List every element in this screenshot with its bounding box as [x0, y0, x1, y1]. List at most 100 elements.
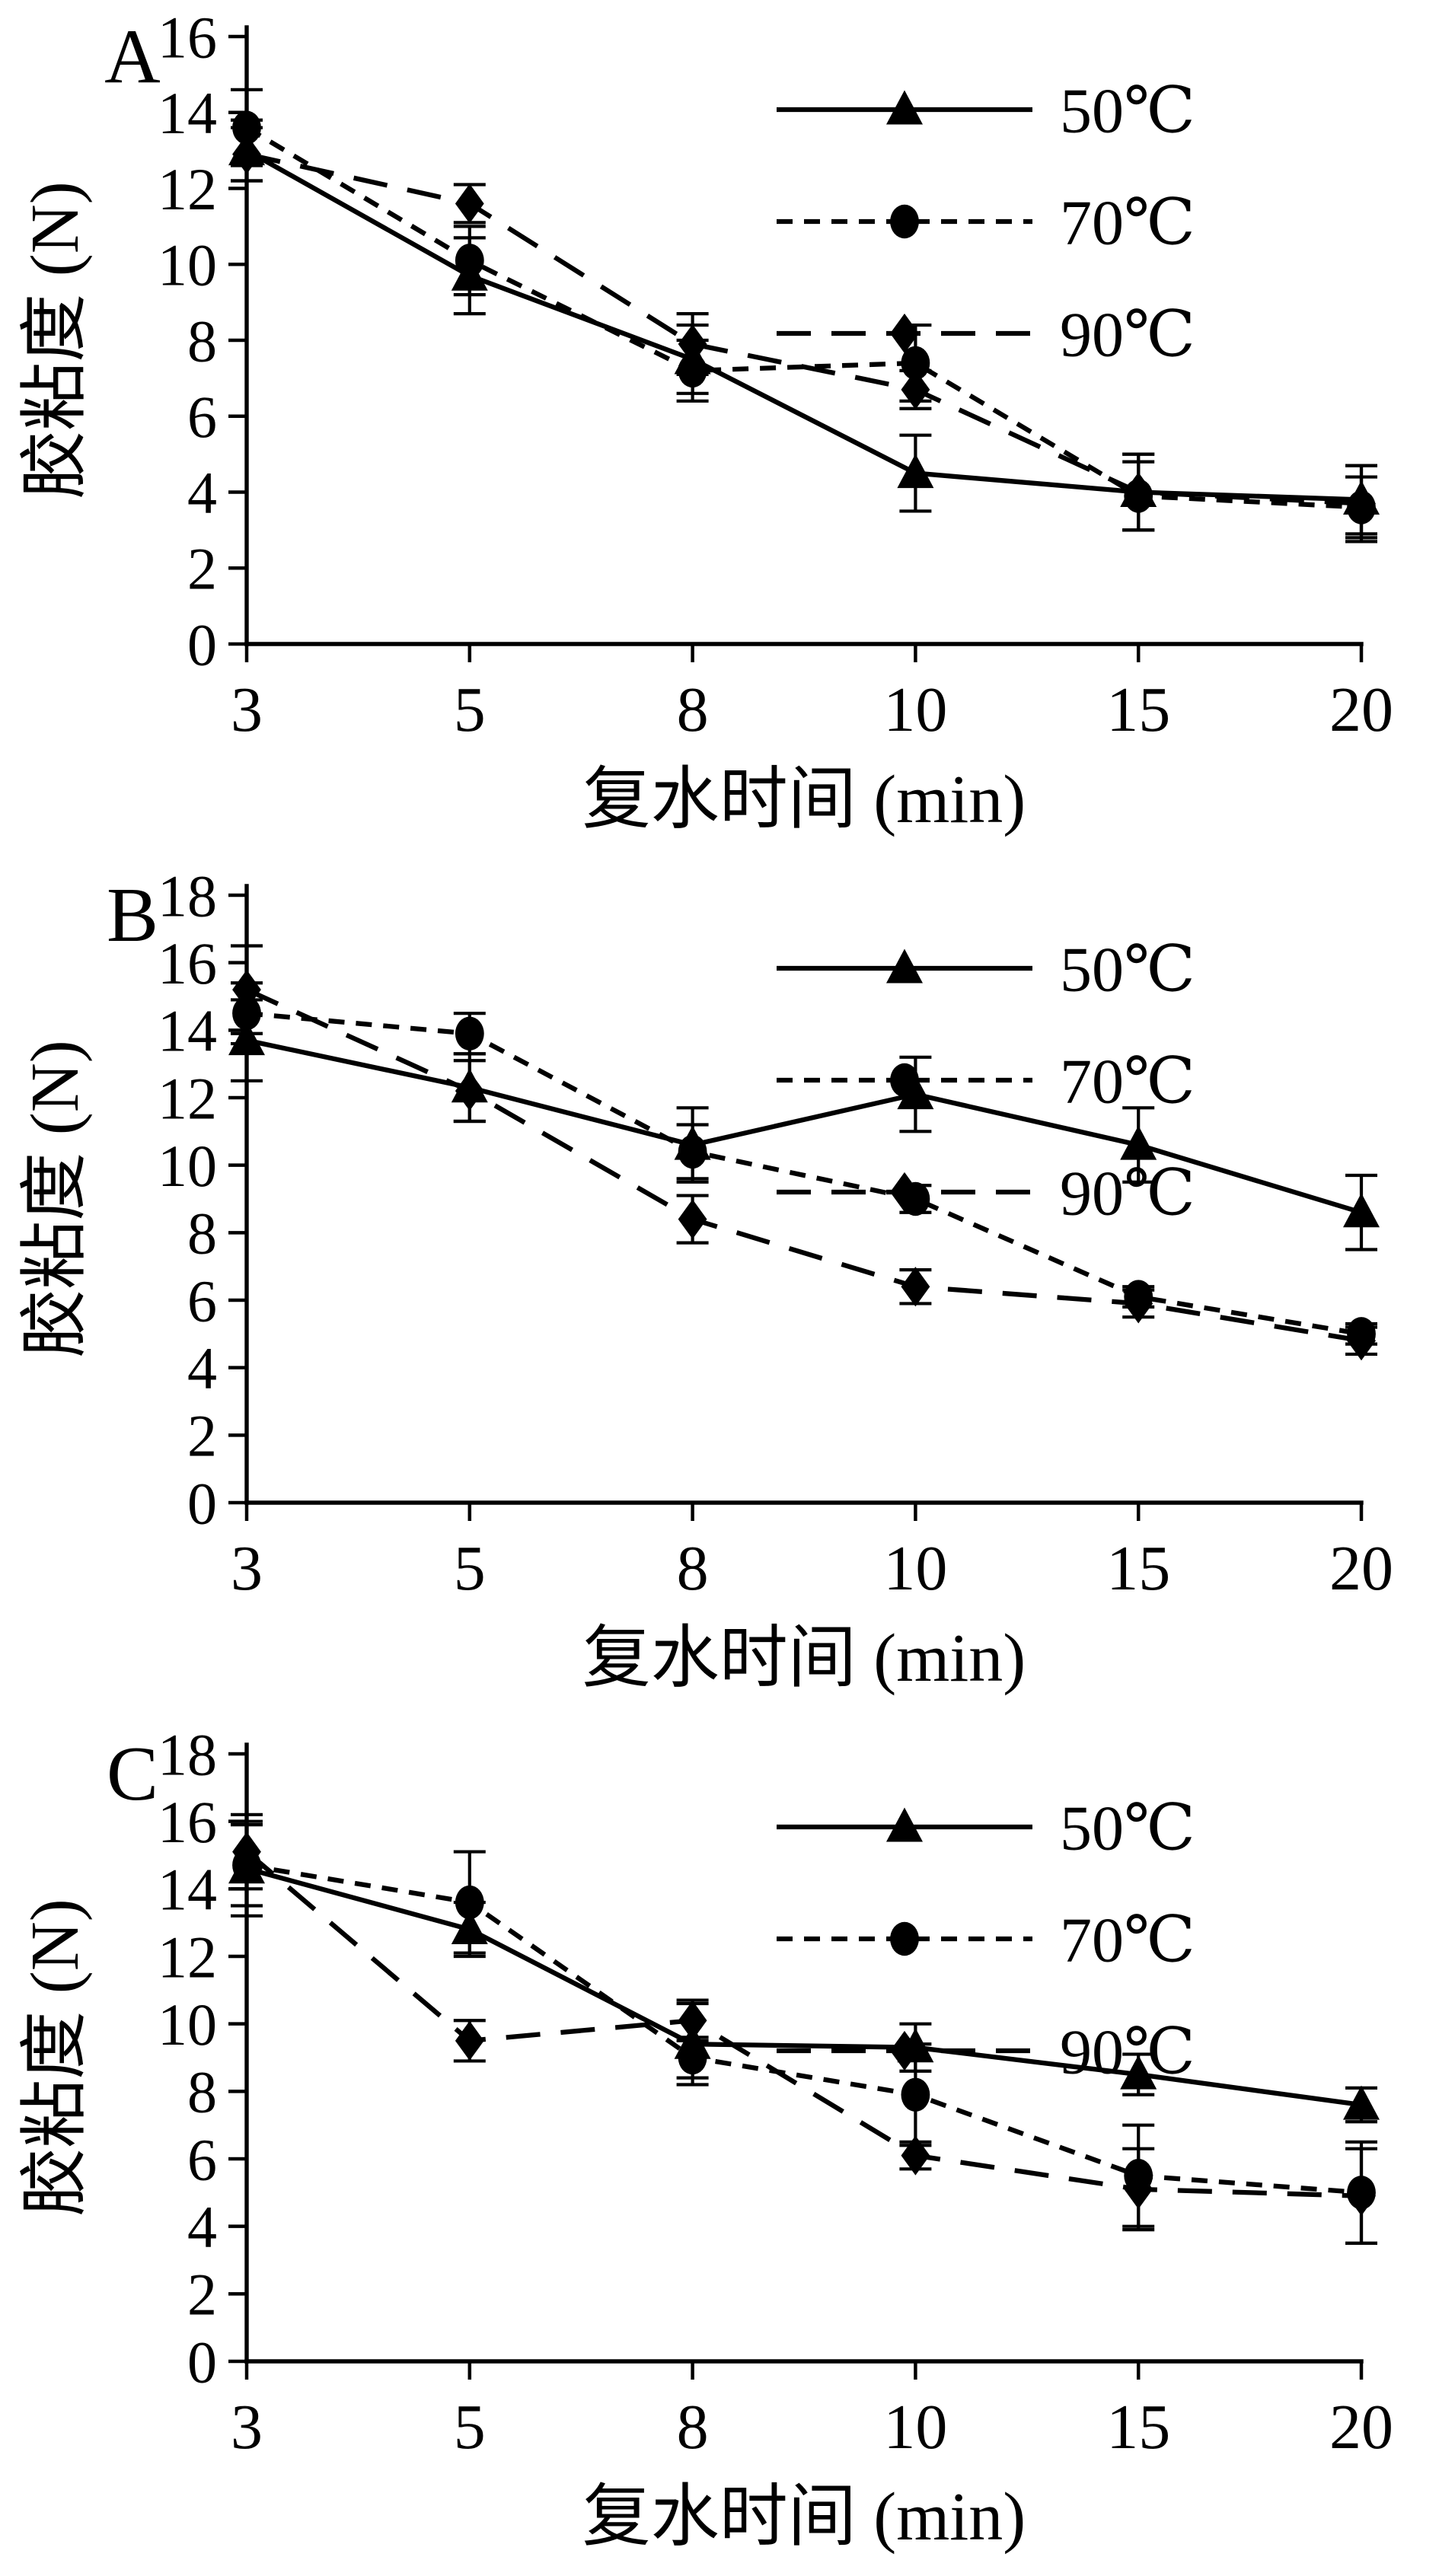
- y-tick-label: 0: [187, 2329, 217, 2395]
- x-tick-label: 3: [231, 2392, 263, 2463]
- y-tick-label: 12: [158, 156, 217, 222]
- y-axis-title: 胶粘度 (N): [18, 1899, 93, 2216]
- legend-label: 90℃: [1060, 1158, 1195, 1229]
- y-tick-label: 10: [158, 1133, 217, 1199]
- y-tick-label: 6: [187, 384, 217, 450]
- y-tick-label: 4: [187, 460, 217, 526]
- x-tick-label: 15: [1106, 2392, 1170, 2463]
- legend-label: 90℃: [1060, 2016, 1195, 2087]
- triangle-marker-50℃: [897, 1075, 934, 1110]
- line-70℃: [246, 1863, 1362, 2195]
- chart-panel-c: 0 2 4 6 8 10 12 14 16 18 3 5 8 10 15 20 复水时间 (min) 胶粘度 (N…: [0, 1717, 1439, 2576]
- diamond-marker-90℃: [1347, 2176, 1376, 2216]
- legend-triangle-marker: [886, 948, 923, 984]
- y-tick-label: 18: [158, 1721, 217, 1787]
- y-tick-label: 18: [158, 862, 217, 929]
- triangle-marker-50℃: [897, 454, 934, 489]
- circle-marker-70℃: [678, 2040, 707, 2075]
- triangle-marker-50℃: [1343, 2085, 1380, 2120]
- panel-letter: B: [107, 872, 158, 958]
- diamond-marker-90℃: [232, 1832, 261, 1872]
- circle-marker-70℃: [455, 1885, 484, 1920]
- legend-label: 70℃: [1060, 1046, 1195, 1117]
- x-tick-label: 3: [231, 674, 263, 745]
- y-tick-label: 0: [187, 1470, 217, 1536]
- legend-label: 70℃: [1060, 1905, 1195, 1975]
- legend-entry-50℃: 50℃: [777, 934, 1195, 1005]
- diamond-marker-90℃: [1347, 1321, 1376, 1361]
- x-tick-label: 10: [883, 2392, 947, 2463]
- circle-marker-70℃: [678, 1134, 707, 1169]
- y-tick-label: 8: [187, 308, 217, 374]
- triangle-marker-50℃: [1120, 1125, 1157, 1160]
- x-tick-label: 15: [1106, 674, 1170, 745]
- legend-diamond-marker: [890, 313, 919, 354]
- y-tick-label: 16: [158, 1789, 217, 1855]
- x-tick-label: 8: [677, 2392, 709, 2463]
- y-tick-label: 16: [158, 930, 217, 996]
- y-tick-label: 10: [158, 1991, 217, 2058]
- legend-label: 50℃: [1060, 1793, 1195, 1863]
- legend-label: 90℃: [1060, 299, 1195, 370]
- circle-marker-70℃: [901, 2077, 930, 2112]
- y-tick-label: 16: [158, 4, 217, 70]
- legend: 50℃ 70℃ 90℃: [777, 1793, 1195, 2087]
- chart-svg-a: 0 2 4 6 8 10 12 14 16 3 5 8 10 15 20 复水时间 (min) 胶粘度 (N) A…: [0, 0, 1439, 859]
- x-tick-label: 8: [677, 1533, 709, 1604]
- panel-letter: C: [107, 1731, 158, 1817]
- diamond-marker-90℃: [1124, 472, 1153, 512]
- y-tick-label: 8: [187, 2059, 217, 2125]
- x-tick-label: 10: [883, 1533, 947, 1604]
- legend-entry-70℃: 70℃: [777, 1905, 1195, 1975]
- diamond-marker-90℃: [455, 2020, 484, 2061]
- x-axis-ticks: 3 5 8 10 15 20: [231, 1503, 1393, 1604]
- y-tick-label: 4: [187, 2194, 217, 2260]
- legend-entry-90℃: 90℃: [777, 299, 1195, 370]
- line-50℃: [246, 1866, 1362, 2108]
- legend-circle-marker: [890, 204, 919, 239]
- line-90℃: [246, 151, 1362, 506]
- y-tick-label: 12: [158, 1065, 217, 1131]
- x-tick-label: 20: [1329, 2392, 1393, 2463]
- legend-entry-70℃: 70℃: [777, 187, 1195, 258]
- legend-triangle-marker: [886, 1807, 923, 1842]
- y-tick-label: 2: [187, 2262, 217, 2328]
- y-tick-label: 14: [158, 80, 217, 146]
- legend-triangle-marker: [886, 90, 923, 125]
- legend-label: 50℃: [1060, 934, 1195, 1005]
- diamond-marker-90℃: [678, 1199, 707, 1239]
- y-tick-label: 14: [158, 1857, 217, 1923]
- y-tick-label: 4: [187, 1335, 217, 1401]
- y-tick-label: 6: [187, 1267, 217, 1334]
- x-axis-ticks: 3 5 8 10 15 20: [231, 644, 1393, 745]
- y-tick-label: 12: [158, 1924, 217, 1990]
- legend-entry-50℃: 50℃: [777, 75, 1195, 146]
- x-axis-ticks: 3 5 8 10 15 20: [231, 2361, 1393, 2463]
- circle-marker-70℃: [455, 1016, 484, 1050]
- x-tick-label: 3: [231, 1533, 263, 1604]
- line-90℃: [245, 987, 1362, 1344]
- x-tick-label: 5: [454, 674, 486, 745]
- chart-panel-b: 0 2 4 6 8 10 12 14 16 18 3 5 8 10 15 20 复水时间 (min) 胶粘度 (N…: [0, 859, 1439, 1717]
- series-90℃: [231, 1812, 1377, 2245]
- x-tick-label: 15: [1106, 1533, 1170, 1604]
- legend: 50℃ 70℃ 90℃: [777, 75, 1195, 370]
- diamond-marker-90℃: [678, 324, 707, 365]
- legend-label: 50℃: [1060, 75, 1195, 146]
- triangle-marker-50℃: [1343, 1193, 1380, 1228]
- line-90℃: [244, 1850, 1362, 2198]
- panel-letter: A: [104, 14, 161, 100]
- x-tick-label: 20: [1329, 1533, 1393, 1604]
- y-tick-label: 10: [158, 232, 217, 298]
- legend-entry-70℃: 70℃: [777, 1046, 1195, 1117]
- line-50℃: [246, 1038, 1362, 1215]
- x-tick-label: 5: [454, 2392, 486, 2463]
- y-tick-label: 8: [187, 1200, 217, 1267]
- diamond-marker-90℃: [1124, 2169, 1153, 2209]
- legend-diamond-marker: [890, 2030, 919, 2071]
- line-70℃: [246, 1011, 1362, 1337]
- x-tick-label: 20: [1329, 674, 1393, 745]
